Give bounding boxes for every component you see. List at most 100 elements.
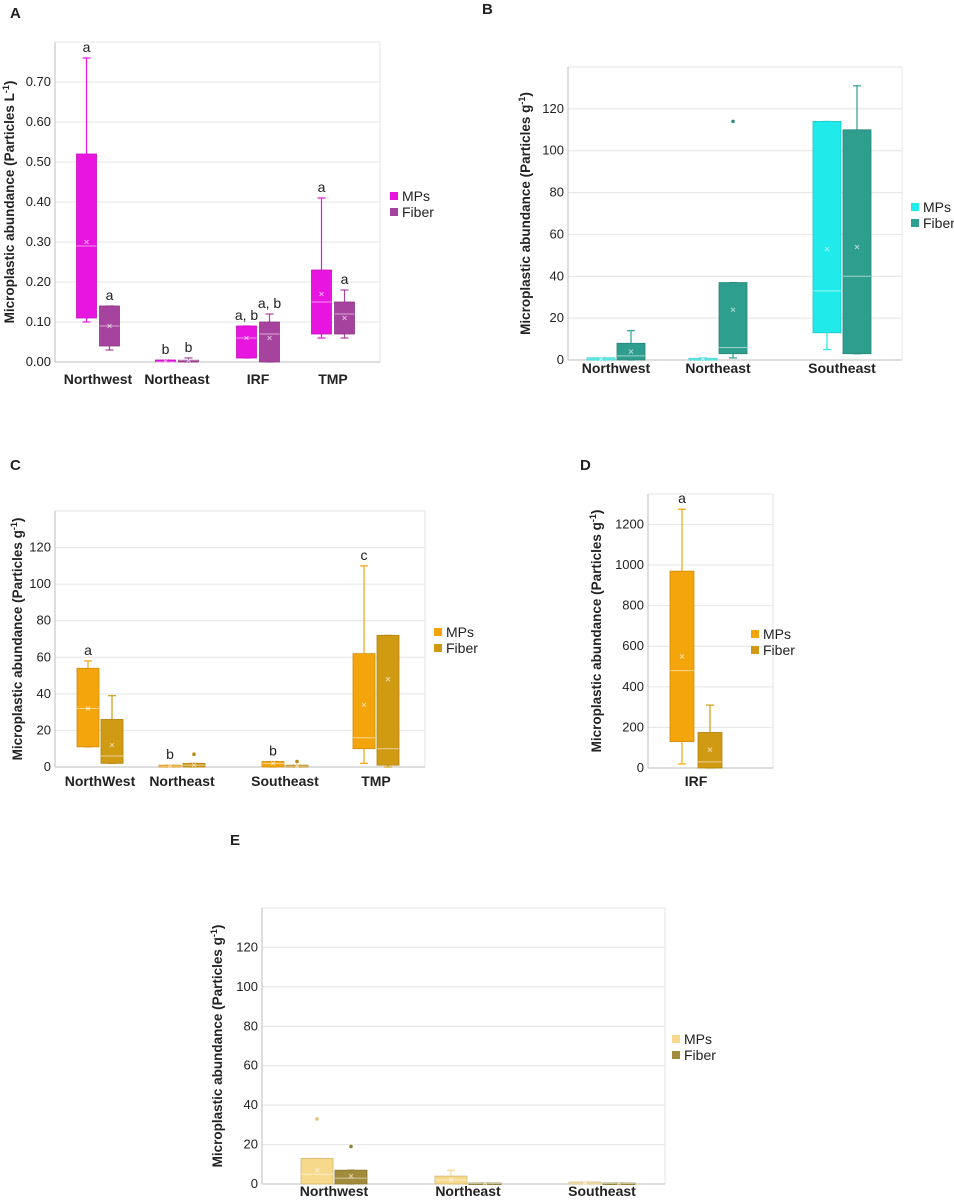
legend-swatch [751,646,759,654]
legend-label: Fiber [763,642,795,658]
x-category-label: IRF [685,773,708,789]
box-iqr [300,1157,334,1185]
box-iqr [842,129,872,355]
y-tick-label: 20 [37,722,51,737]
box-iqr [236,325,257,359]
mean-marker [628,349,634,354]
y-tick-label: 120 [542,101,564,116]
significance-label: a, b [235,307,259,323]
panel-b: B 0 20 40 60 80 100 120 Microplastic abundance (… [482,1,954,376]
mean-marker [616,1181,622,1186]
panel-letter: B [482,1,493,18]
significance-label: a [84,642,92,658]
y-axis-label: Microplastic abundance (Particles g-1) [517,92,533,335]
y-axis-label: Microplastic abundance (Particles g-1) [209,925,225,1168]
significance-label: b [185,339,193,355]
legend-label: Fiber [923,215,954,231]
box-iqr [76,667,100,748]
legend-swatch [751,630,759,638]
box-iqr [718,282,748,355]
panel-c: C 0 20 40 60 80 100 120 Microplastic abundance (… [9,457,478,789]
significance-label: c [361,547,368,563]
box-mps-southeast [812,120,842,351]
mean-marker [163,358,168,364]
panel-a: A 0.00 0.10 0.20 0.30 0.40 0.50 0.60 0.70 Micropl… [1,5,434,387]
y-tick-label: 1000 [615,557,644,572]
x-category-label: Southeast [808,360,876,376]
box-fiber-northeast [718,119,748,359]
y-tick-label: 400 [622,679,644,694]
y-axis-label: Microplastic abundance (Particles g-1) [588,510,604,753]
y-tick-label: 80 [550,185,564,200]
significance-label: b [269,743,277,759]
y-tick-label: 60 [550,226,564,241]
legend-swatch [911,219,919,227]
panel-e: E 0 20 40 60 80 100 120 Microplastic abundance (… [209,832,716,1199]
mean-marker [319,291,324,297]
y-tick-label: 40 [244,1097,258,1112]
mean-marker [482,1181,488,1186]
box-fiber-northeast [182,752,206,768]
box-fiber-southeast [842,85,872,355]
legend-label: MPs [684,1031,712,1047]
y-tick-label: 0.20 [26,274,51,289]
legend-label: MPs [763,626,791,642]
significance-label: a [106,287,114,303]
box-fiber-northeast: b [178,339,199,363]
box-fiber-southeast [285,759,309,769]
x-category-label: Southeast [568,1183,636,1199]
mean-marker [348,1173,354,1179]
mean-marker [582,1180,588,1186]
panel-d: D 0 200 400 600 800 1000 1200 Microplastic abund… [580,457,795,789]
mean-marker [707,747,713,753]
x-category-label: TMP [361,773,391,789]
box-mps-northeast: b [158,746,182,769]
panel-letter: C [10,457,21,474]
box-fiber-northwest [616,330,646,361]
outlier-point [295,759,299,764]
box-fiber-tmp [376,634,400,768]
y-tick-label: 120 [29,540,51,555]
box-mps-tmp: a [311,179,332,339]
legend-label: Fiber [684,1047,716,1063]
mean-marker [85,706,91,711]
y-tick-label: 0.00 [26,354,51,369]
outlier-point [192,752,196,756]
panel-letter: E [230,832,240,849]
mean-marker [361,702,367,708]
box-mps-irf: a, b [235,307,259,359]
y-tick-label: 60 [244,1058,258,1073]
legend-swatch [390,208,398,216]
y-tick-label: 0 [44,759,51,774]
x-category-label: IRF [247,371,270,387]
box-mps-irf: a [669,490,695,765]
x-category-label: Northeast [435,1183,501,1199]
box-mps-northwest: a [76,39,97,323]
mean-marker [824,246,830,252]
mean-marker [700,356,706,362]
x-category-label: Northwest [64,371,133,387]
y-tick-label: 80 [37,613,51,628]
box-mps-northwest [300,1117,334,1185]
y-tick-label: 1200 [615,516,644,531]
significance-label: a, b [258,295,282,311]
y-tick-label: 200 [622,719,644,734]
x-category-label: Southeast [251,773,319,789]
panel-letter: A [10,5,21,22]
box-fiber-irf: a, b [258,295,282,363]
box-fiber-northwest: a [99,287,120,351]
y-axis-label: Microplastic abundance (Particles L-1) [1,81,17,324]
mean-marker [679,654,685,659]
y-tick-label: 0.30 [26,234,51,249]
box-mps-southeast [568,1180,602,1186]
box-iqr [259,321,280,363]
mean-marker [109,742,115,748]
significance-label: b [162,341,170,357]
mean-marker [342,315,347,321]
y-tick-label: 100 [236,979,258,994]
box-iqr [376,634,400,766]
legend-swatch [672,1051,680,1059]
box-iqr [100,719,124,764]
mean-marker [186,358,191,363]
